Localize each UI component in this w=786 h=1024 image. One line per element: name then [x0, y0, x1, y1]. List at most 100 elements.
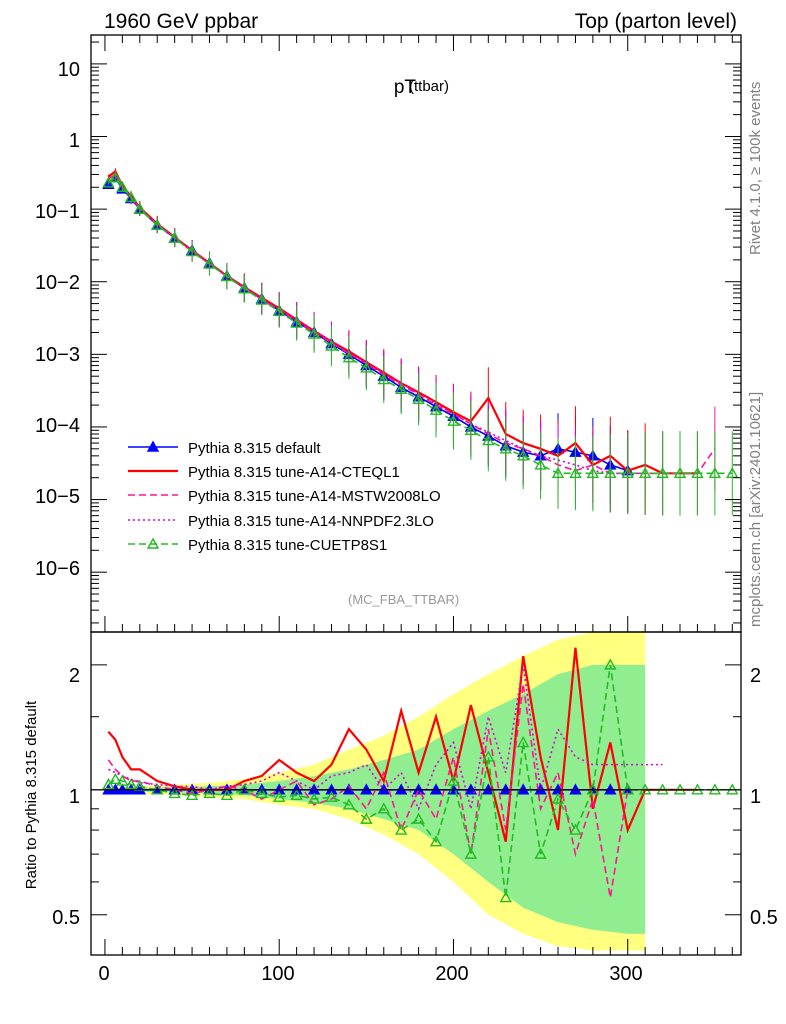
ratio-point-4-1 [109, 772, 122, 785]
series-line-4 [107, 176, 733, 475]
ratio-point-4-23 [464, 847, 478, 859]
ratio-point-4-3 [124, 778, 138, 790]
legend-marker-0 [146, 440, 160, 452]
plot-title-sub: (ttbar) [409, 78, 449, 95]
point-4-9 [220, 270, 234, 282]
point-4-3 [124, 190, 138, 203]
legend-label-default: Pythia 8.315 default [188, 440, 321, 457]
mcplots-label: mcplots.cern.ch [arXiv:2401.10621] [747, 392, 764, 627]
point-4-38 [726, 466, 739, 478]
ratio-point-4-2 [116, 774, 129, 786]
ratio-tick-label-1: 1 [69, 786, 80, 808]
ratio-point-4-21 [429, 835, 443, 847]
plot-title-main: pT [394, 77, 417, 98]
ratio-tick-label-1-right: 1 [750, 786, 761, 808]
point-4-30 [586, 466, 600, 478]
point-4-11 [255, 293, 268, 305]
ratio-point-4-19 [394, 823, 408, 835]
legend: Pythia 8.315 default Pythia 8.315 tune-A… [128, 440, 441, 554]
ratio-point-4-20 [412, 812, 425, 824]
energy-label: 1960 GeV ppbar [104, 10, 258, 33]
main-curves [102, 168, 739, 516]
point-4-37 [708, 466, 722, 478]
y-tick-label-1e-2: 10−2 [35, 272, 80, 294]
point-4-13 [290, 316, 303, 328]
band-stat-green [108, 664, 646, 934]
y-tick-label-1e-3: 10−3 [35, 344, 80, 366]
point-4-28 [551, 466, 565, 478]
point-4-15 [325, 339, 338, 351]
ratio-point-4-18 [377, 802, 390, 814]
ratio-point-4-8 [203, 787, 216, 799]
point-4-22 [447, 414, 460, 426]
series-line-2 [107, 173, 716, 475]
point-4-27 [534, 458, 547, 470]
x-tick-label-0: 0 [98, 963, 109, 985]
point-4-32 [621, 466, 634, 478]
point-4-10 [238, 282, 251, 294]
point-4-25 [499, 442, 512, 454]
legend-label-cteql1: Pythia 8.315 tune-A14-CTEQL1 [188, 464, 400, 481]
ratio-point-4-6 [168, 787, 181, 799]
point-4-16 [342, 351, 356, 363]
point-4-29 [569, 466, 582, 478]
ratio-point-4-13 [290, 788, 303, 801]
ratio-tick-label-2-right: 2 [750, 665, 761, 687]
point-4-35 [673, 466, 687, 478]
y-tick-label-1e-4: 10−4 [35, 415, 80, 437]
ratio-point-4-26 [516, 736, 530, 748]
point-4-21 [429, 403, 443, 415]
ratio-tick-label-05-right: 0.5 [750, 907, 778, 929]
point-4-36 [691, 466, 704, 478]
ratio-point-4-29 [569, 823, 582, 835]
ratio-line-1 [107, 647, 698, 842]
ratio-point-4-12 [273, 790, 286, 802]
ratio-point-4-17 [360, 812, 373, 824]
point-4-8 [203, 257, 216, 269]
series-line-0 [107, 176, 628, 472]
ratio-frame [90, 631, 742, 956]
ratio-point-4-27 [534, 847, 547, 859]
ratio-point-4-7 [185, 788, 199, 801]
point-4-18 [377, 373, 390, 385]
point-4-1 [109, 171, 122, 183]
process-label: Top (parton level) [575, 10, 737, 33]
ratio-point-4-22 [447, 774, 460, 786]
point-4-31 [604, 466, 617, 478]
axis-ticks [91, 35, 741, 955]
point-4-26 [516, 449, 530, 461]
ratio-tick-label-2: 2 [69, 665, 80, 687]
ratio-point-4-24 [482, 750, 495, 762]
point-4-2 [116, 180, 129, 192]
ratio-point-4-9 [220, 788, 234, 801]
point-4-23 [464, 423, 478, 435]
point-4-19 [394, 382, 408, 395]
legend-marker-4 [146, 537, 160, 549]
ratio-line-3 [108, 664, 663, 811]
ratio-point-4-14 [307, 792, 321, 804]
x-tick-label-100: 100 [261, 963, 294, 985]
point-4-4 [133, 202, 146, 214]
point-4-12 [273, 304, 286, 317]
y-tick-label-1e-6: 10−6 [35, 558, 80, 580]
ratio-point-4-28 [551, 792, 565, 804]
ratio-ylabel: Ratio to Pythia 8.315 default [23, 700, 40, 889]
legend-label-nnpdf23lo: Pythia 8.315 tune-A14-NNPDF2.3LO [188, 513, 434, 530]
rivet-label: Rivet 4.1.0, ≥ 100k events [747, 82, 764, 255]
legend-label-mstw2008lo: Pythia 8.315 tune-A14-MSTW2008LO [188, 488, 441, 505]
point-4-5 [151, 218, 164, 230]
point-4-24 [482, 434, 495, 446]
y-tick-label-1: 1 [69, 130, 80, 152]
point-4-14 [307, 327, 321, 339]
ratio-point-4-31 [604, 658, 617, 670]
point-4-20 [412, 392, 425, 405]
series-line-3 [107, 174, 663, 475]
ratio-point-4-25 [499, 891, 512, 903]
point-4-34 [656, 466, 669, 478]
y-tick-label-1e-5: 10−5 [35, 486, 80, 508]
series-line-1 [107, 169, 698, 475]
point-4-17 [360, 361, 373, 373]
ratio-point-4-15 [325, 790, 338, 802]
x-tick-label-300: 300 [609, 963, 642, 985]
